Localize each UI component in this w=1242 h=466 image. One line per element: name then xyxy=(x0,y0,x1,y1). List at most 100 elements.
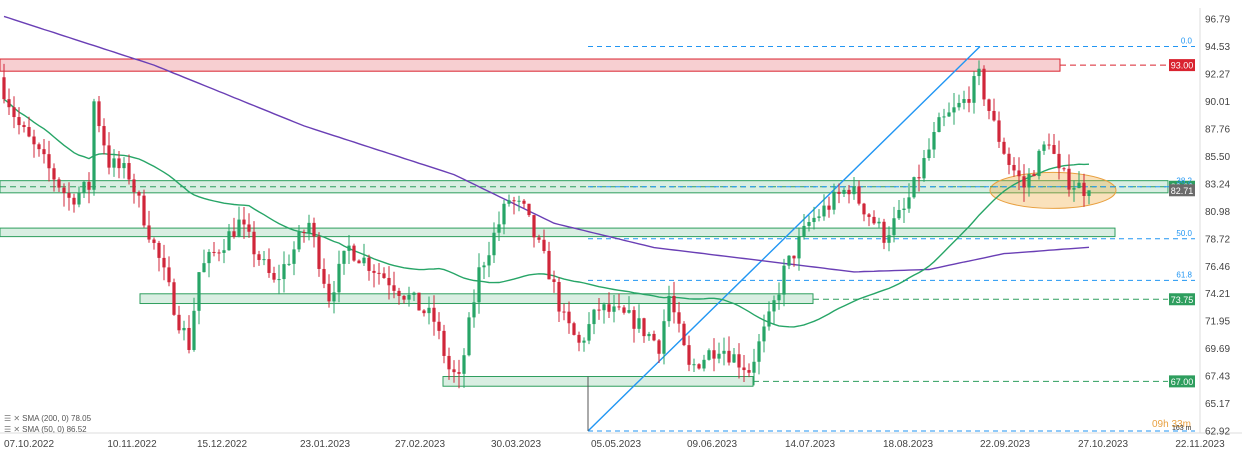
candle xyxy=(1042,141,1046,155)
candle xyxy=(217,249,221,262)
candle-body xyxy=(892,218,896,236)
legend-sma200-text: SMA (200, 0) 78.05 xyxy=(22,414,92,423)
candle-body xyxy=(932,132,936,150)
candle xyxy=(97,95,101,133)
candle-body xyxy=(97,101,101,127)
candle xyxy=(517,195,521,212)
candle-body xyxy=(677,312,681,324)
candle xyxy=(142,189,146,228)
y-tick-label: 92.27 xyxy=(1205,69,1230,80)
candle-body xyxy=(402,295,406,300)
candle xyxy=(697,363,701,370)
candle-body xyxy=(427,307,431,314)
candle-body xyxy=(37,144,41,150)
candle-body xyxy=(587,324,591,341)
candle-body xyxy=(812,217,816,223)
candle-body xyxy=(737,354,741,368)
candle xyxy=(922,150,926,182)
candle xyxy=(1032,169,1036,177)
candle xyxy=(87,172,91,204)
candle-body xyxy=(637,318,641,329)
candle xyxy=(527,203,531,218)
candle xyxy=(802,213,806,240)
y-tick-label: 69.69 xyxy=(1205,344,1230,355)
candle-body xyxy=(827,205,831,210)
candle xyxy=(782,258,786,307)
candle-body xyxy=(1077,182,1081,189)
candle xyxy=(12,96,16,129)
candle xyxy=(717,342,721,364)
candle-body xyxy=(747,370,751,373)
trend-line xyxy=(587,45,981,432)
candle xyxy=(22,121,26,133)
candle-body xyxy=(372,270,376,273)
candle-body xyxy=(887,235,891,243)
candles-layer xyxy=(2,60,1091,389)
fib-label-50.0: 50.0 xyxy=(1176,229,1192,238)
candle-body xyxy=(252,231,256,255)
y-tick-label: 87.76 xyxy=(1205,124,1230,135)
candle-body xyxy=(937,117,941,133)
y-tick-label: 85.50 xyxy=(1205,152,1230,163)
candle xyxy=(987,98,991,120)
candle xyxy=(402,294,406,304)
candle-body xyxy=(342,250,346,264)
candle xyxy=(147,210,151,243)
legend-menu-icon[interactable]: ☰ ✕ xyxy=(4,414,21,423)
candle-body xyxy=(322,268,326,284)
candle xyxy=(622,305,626,315)
candle xyxy=(287,254,291,267)
candle-body xyxy=(182,327,186,331)
candle xyxy=(382,267,386,279)
candle xyxy=(377,263,381,285)
candle-body xyxy=(102,126,106,146)
y-tick-label: 71.95 xyxy=(1205,317,1230,328)
legend-menu-icon[interactable]: ☰ ✕ xyxy=(4,425,21,434)
candle-body xyxy=(497,224,501,233)
candle xyxy=(682,321,686,347)
candle-body xyxy=(362,257,366,264)
candle xyxy=(1007,147,1011,175)
candle-body xyxy=(777,294,781,301)
candle-body xyxy=(757,341,761,362)
candle-body xyxy=(702,359,706,369)
legend-sma50[interactable]: ☰ ✕ SMA (50, 0) 86.52 xyxy=(4,425,87,434)
candle xyxy=(557,277,561,323)
candle xyxy=(152,237,156,250)
candle-body xyxy=(512,200,516,202)
candle-body xyxy=(547,250,551,280)
candle-body xyxy=(787,255,791,266)
candle-body xyxy=(12,107,16,118)
candle xyxy=(837,183,841,204)
candle xyxy=(212,241,216,257)
legend-sma200[interactable]: ☰ ✕ SMA (200, 0) 78.05 xyxy=(4,414,91,423)
candle xyxy=(787,255,791,270)
candle xyxy=(862,202,866,222)
candle-body xyxy=(177,314,181,331)
candle xyxy=(187,315,191,354)
candle-body xyxy=(112,158,116,168)
candle-body xyxy=(82,181,86,193)
candle-body xyxy=(1067,168,1071,190)
candle-body xyxy=(1017,170,1021,177)
candle xyxy=(932,122,936,159)
candle xyxy=(317,232,321,277)
candle xyxy=(742,354,746,382)
x-tick-label: 27.02.2023 xyxy=(395,439,445,450)
candle xyxy=(232,217,236,239)
candle-body xyxy=(762,326,766,342)
candle xyxy=(407,286,411,307)
candle xyxy=(362,243,366,267)
candle xyxy=(422,309,426,317)
candle-body xyxy=(327,283,331,302)
candle xyxy=(327,274,331,308)
candle xyxy=(507,194,511,207)
x-tick-label: 05.05.2023 xyxy=(591,439,641,450)
candle xyxy=(897,200,901,220)
level-label-73.75: 73.75 xyxy=(1171,295,1194,305)
candle xyxy=(252,221,256,268)
legend-sma50-text: SMA (50, 0) 86.52 xyxy=(22,425,87,434)
candle-body xyxy=(842,189,846,194)
candle-body xyxy=(232,231,236,237)
candle-body xyxy=(867,214,871,217)
